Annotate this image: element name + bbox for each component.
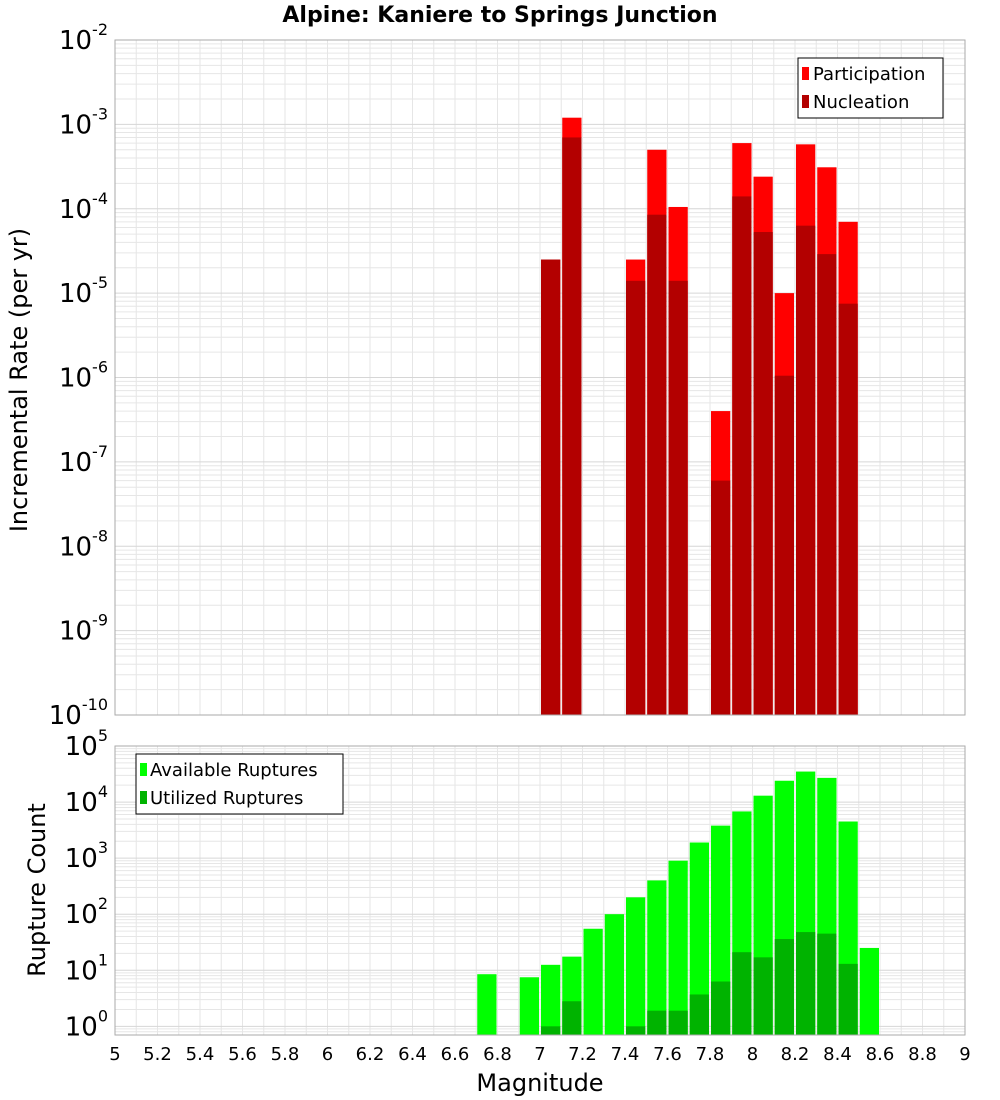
x-tick-label: 8.4	[823, 1044, 852, 1065]
bar-nucleation	[711, 480, 731, 715]
bar-nucleation	[562, 137, 582, 716]
bottom-y-ticks: 100 101 102 103 104 105	[65, 726, 108, 1042]
top-legend: Participation Nucleation	[797, 57, 944, 119]
legend-swatch-nucleation	[802, 95, 809, 108]
bar-nucleation	[626, 280, 646, 715]
top-y-axis-label: Incremental Rate (per yr)	[5, 228, 33, 532]
x-tick-label: 6.8	[483, 1044, 512, 1065]
y-tick-label: 100	[65, 1006, 108, 1042]
bottom-legend: Available Ruptures Utilized Ruptures	[135, 753, 344, 815]
y-tick-label: 104	[65, 782, 108, 818]
x-tick-label: 5.8	[271, 1044, 300, 1065]
bar-utilized	[774, 939, 794, 1035]
x-tick-label: 8.8	[908, 1044, 937, 1065]
bar-utilized	[541, 1026, 561, 1035]
bar-available	[668, 860, 688, 1035]
chart-title: Alpine: Kaniere to Springs Junction	[282, 3, 717, 28]
x-axis-label: Magnitude	[476, 1069, 603, 1097]
bar-utilized	[838, 963, 858, 1035]
bar-nucleation	[796, 225, 816, 715]
top-grid	[114, 40, 966, 716]
x-tick-label: 6.2	[356, 1044, 385, 1065]
bar-utilized	[732, 952, 752, 1035]
y-tick-label: 103	[65, 838, 108, 874]
legend-swatch-utilized	[140, 791, 147, 804]
bottom-plot-frame	[114, 745, 966, 1036]
bar-available	[859, 947, 879, 1035]
x-tick-label: 9	[959, 1044, 970, 1065]
x-tick-label: 5.6	[228, 1044, 257, 1065]
bottom-y-axis-label: Rupture Count	[23, 803, 51, 977]
x-tick-label: 5.4	[186, 1044, 215, 1065]
bottom-bars	[477, 771, 879, 1035]
bar-available	[583, 928, 603, 1035]
bottom-legend-box	[135, 753, 344, 815]
x-tick-label: 8.2	[781, 1044, 810, 1065]
y-tick-label: 10-8	[59, 526, 108, 562]
legend-label-utilized: Utilized Ruptures	[150, 788, 303, 809]
x-tick-label: 6	[322, 1044, 333, 1065]
bar-available	[541, 964, 561, 1035]
legend-swatch-available	[140, 763, 147, 776]
legend-label-available: Available Ruptures	[150, 760, 318, 781]
bar-nucleation	[541, 259, 561, 715]
x-tick-label: 7.8	[696, 1044, 725, 1065]
y-tick-label: 10-5	[59, 273, 108, 309]
bar-utilized	[711, 981, 731, 1035]
x-tick-label: 6.4	[398, 1044, 427, 1065]
bar-utilized	[796, 932, 816, 1035]
y-tick-label: 10-2	[59, 20, 108, 56]
bar-nucleation	[732, 196, 752, 716]
bar-nucleation	[838, 303, 858, 715]
bar-available	[689, 842, 709, 1035]
bar-nucleation	[668, 280, 688, 715]
bar-available	[519, 977, 539, 1035]
bar-available	[647, 880, 667, 1035]
bar-utilized	[562, 1001, 582, 1035]
legend-swatch-participation	[802, 67, 809, 80]
y-tick-label: 10-9	[59, 611, 108, 647]
bar-nucleation	[753, 232, 773, 715]
y-tick-label: 10-4	[59, 189, 108, 225]
bar-utilized	[668, 1010, 688, 1035]
x-tick-label: 8	[747, 1044, 758, 1065]
y-tick-label: 10-10	[49, 695, 108, 731]
bar-available	[626, 897, 646, 1035]
bar-available	[604, 914, 624, 1035]
x-tick-label: 5.2	[143, 1044, 172, 1065]
x-tick-label: 8.6	[866, 1044, 895, 1065]
bar-utilized	[626, 1026, 646, 1035]
x-tick-label: 7.4	[611, 1044, 640, 1065]
x-ticks: 5 5.2 5.4 5.6 5.8 6 6.2 6.4 6.6 6.8 7 7.2 7.4 7.6 7.8 8…	[109, 1044, 970, 1065]
legend-label-participation: Participation	[813, 64, 925, 85]
y-tick-label: 10-7	[59, 442, 108, 478]
bar-utilized	[753, 957, 773, 1035]
x-tick-label: 5	[109, 1044, 120, 1065]
y-tick-label: 10-3	[59, 104, 108, 140]
x-tick-label: 7.2	[568, 1044, 597, 1065]
y-tick-label: 101	[65, 950, 108, 986]
bar-utilized	[689, 994, 709, 1035]
x-tick-label: 6.6	[441, 1044, 470, 1065]
bar-nucleation	[774, 375, 794, 715]
x-tick-label: 7	[534, 1044, 545, 1065]
bar-nucleation	[647, 214, 667, 716]
top-legend-box	[797, 57, 944, 119]
bar-available	[477, 974, 497, 1035]
x-tick-label: 7.6	[653, 1044, 682, 1065]
bar-nucleation	[817, 254, 837, 715]
top-plot-frame	[114, 39, 966, 716]
y-tick-label: 102	[65, 894, 108, 930]
bar-utilized	[817, 933, 837, 1035]
top-y-ticks: 10-10 10-9 10-8 10-7 10-6 10-5 10-4 10-3 10-2	[49, 20, 108, 731]
bar-utilized	[647, 1010, 667, 1035]
y-tick-label: 105	[65, 726, 108, 762]
y-tick-label: 10-6	[59, 358, 108, 394]
top-bars	[541, 117, 858, 716]
legend-label-nucleation: Nucleation	[813, 92, 909, 113]
